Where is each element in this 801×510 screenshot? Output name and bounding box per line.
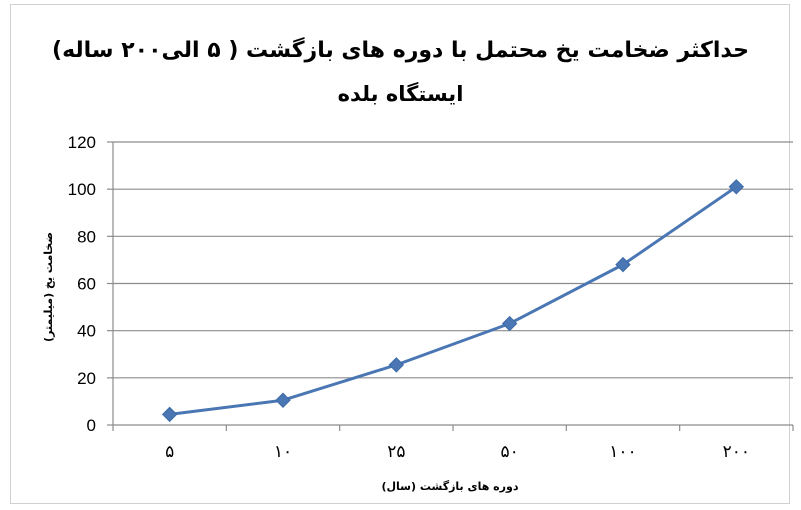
- x-tick-label: ۲۵: [387, 442, 405, 461]
- y-tick-label: 40: [77, 322, 96, 341]
- x-tick-label: ۲۰۰: [723, 442, 750, 461]
- x-tick-label: ۱۰: [274, 442, 292, 461]
- x-tick-label: ۵۰: [501, 442, 519, 461]
- y-tick-label: 60: [77, 275, 96, 294]
- y-tick-label: 80: [77, 227, 96, 246]
- y-tick-label: 120: [68, 133, 96, 152]
- data-point-marker: [275, 392, 291, 408]
- chart-title: حداکثر ضخامت یخ محتمل با دوره های بازگشت…: [52, 38, 749, 63]
- y-tick-label: 100: [68, 180, 96, 199]
- x-tick-labels: ۵ ۱۰ ۲۵ ۵۰ ۱۰۰ ۲۰۰: [165, 442, 750, 461]
- data-point-marker: [615, 256, 631, 273]
- data-series: [161, 179, 745, 423]
- x-axis-title: دوره های بازگشت (سال): [381, 480, 518, 493]
- y-tick-label: 20: [77, 369, 96, 388]
- data-point-marker: [501, 315, 518, 332]
- data-point-marker: [728, 179, 745, 195]
- x-tick-label: ۵: [165, 442, 174, 461]
- chart-frame: [10, 4, 790, 504]
- gridlines: [113, 141, 793, 379]
- chart-subtitle: ایستگاه بلده: [337, 82, 464, 106]
- axes: [107, 141, 794, 431]
- y-tick-label: 0: [87, 416, 96, 435]
- data-point-marker: [161, 406, 178, 423]
- x-tick-label: ۱۰۰: [609, 442, 636, 461]
- y-axis-title: ضخامت یخ (میلیمتر): [42, 232, 55, 342]
- data-point-marker: [388, 357, 405, 373]
- y-tick-labels: 0 20 40 60 80 100 120: [68, 133, 96, 435]
- series-line: [169, 185, 738, 416]
